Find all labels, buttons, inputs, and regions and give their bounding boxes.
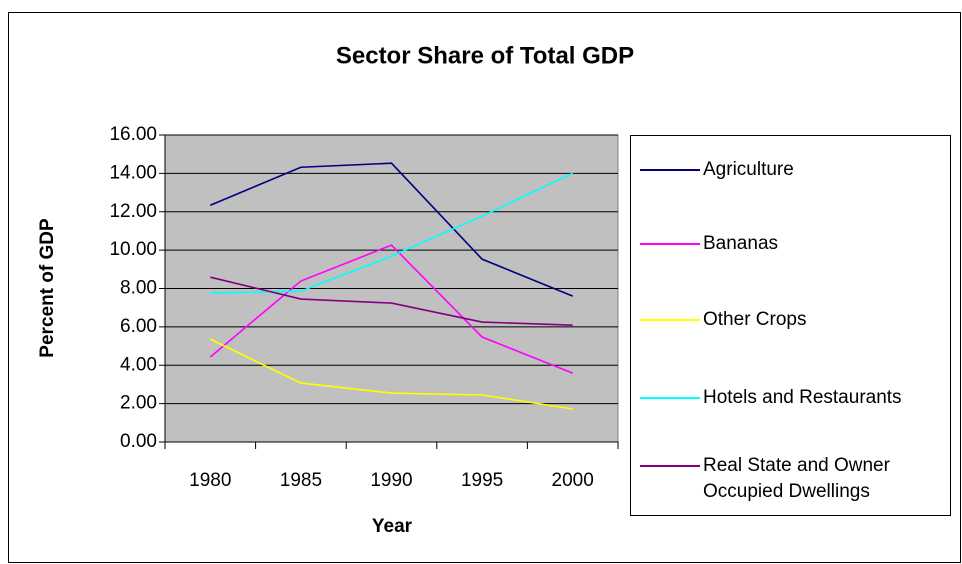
y-tick-label: 2.00 [120, 393, 157, 414]
y-tick-label: 8.00 [120, 278, 157, 299]
series-line [209, 338, 573, 410]
legend-box [630, 135, 951, 516]
y-tick-label: 10.00 [109, 239, 157, 260]
x-tick-label: 1985 [280, 470, 322, 491]
legend-label: Real State and Owner Occupied Dwellings [703, 455, 890, 502]
legend-label: Hotels and Restaurants [703, 387, 902, 408]
series-line [210, 276, 573, 326]
series-line [209, 244, 573, 374]
y-tick-label: 0.00 [120, 431, 157, 452]
y-tick-label: 6.00 [120, 316, 157, 337]
legend-label: Other Crops [703, 309, 807, 330]
x-tick-label: 1980 [189, 470, 231, 491]
legend-label: Agriculture [703, 159, 794, 180]
y-tick-label: 14.00 [109, 162, 157, 183]
series-line [209, 162, 574, 297]
x-tick-label: 1990 [370, 470, 412, 491]
x-tick-label: 1995 [461, 470, 503, 491]
y-tick-label: 12.00 [109, 201, 157, 222]
x-tick-label: 2000 [552, 470, 594, 491]
x-axis-title: Year [372, 516, 413, 537]
y-axis-title: Percent of GDP [37, 218, 58, 358]
legend-label: Bananas [703, 233, 779, 254]
chart-title: Sector Share of Total GDP [336, 42, 634, 69]
y-tick-label: 4.00 [120, 354, 157, 375]
y-tick-label: 16.00 [109, 124, 157, 145]
